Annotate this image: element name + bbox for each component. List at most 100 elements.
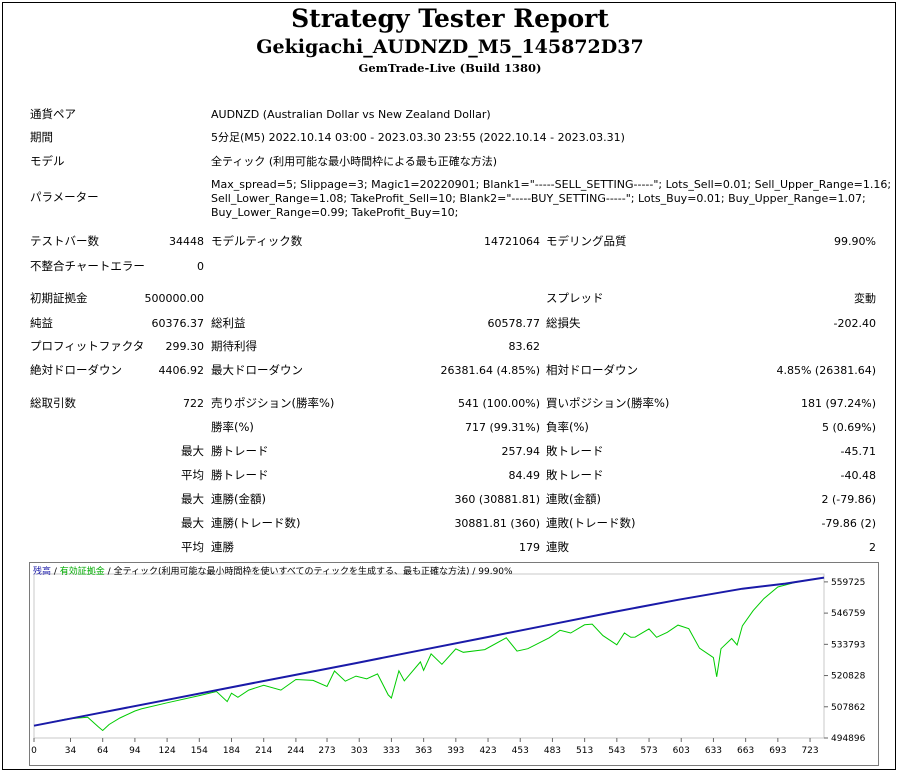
mismatch-value: 0 [197,260,204,273]
loss-value: 5 (0.69%) [821,421,876,434]
avg-win-value: 84.49 [508,469,541,482]
x-tick-label: 363 [415,746,432,756]
y-tick-label: 546759 [831,609,866,619]
x-tick-label: 693 [769,746,786,756]
x-tick-label: 663 [737,746,754,756]
short-label: 売りポジション(勝率%) [211,396,335,410]
balance-line [33,576,825,727]
report-title: Strategy Tester Report [291,4,609,33]
win-value: 717 (99.31%) [464,421,540,434]
params-label: パラメーター [30,190,99,204]
x-tick-label: 453 [512,746,529,756]
max-consec-wins-label: 連勝(金額) [211,492,266,506]
gross-loss-value: -202.40 [833,317,876,330]
expected-label: 期待利得 [211,339,257,353]
x-tick-label: 393 [447,746,464,756]
largest-loss-label: 敗トレード [546,444,604,458]
largest-loss-value: -45.71 [840,445,876,458]
x-tick-label: 573 [640,746,657,756]
expected-value: 83.62 [508,340,541,353]
x-tick-label: 244 [287,746,304,756]
avg-consec-wins-label: 連勝 [211,540,234,554]
period-label: 期間 [30,130,53,144]
deposit-value: 500000.00 [144,292,205,305]
spread-value: 変動 [854,292,876,305]
chart-grid [33,573,825,739]
y-tick-label: 559725 [831,578,865,588]
model-label: モデル [30,154,65,168]
pair-value: AUDNZD (Australian Dollar vs New Zealand… [211,108,491,121]
max-consec-loss-label: 連敗(トレード数) [546,516,636,530]
pf-label: プロフィットファクタ [30,339,145,353]
server-name: GemTrade-Live (Build 1380) [358,61,542,75]
avg-word-2: 平均 [181,540,204,554]
x-tick-label: 64 [97,746,109,756]
x-tick-label: 303 [351,746,368,756]
abs-dd-value: 4406.92 [158,364,205,377]
avg-win-label: 勝トレード [211,468,269,482]
legend-balance: 残高 [33,567,52,577]
max-consec-wins-value: 360 (30881.81) [454,493,540,506]
legend-equity: 有効証拠金 [59,567,105,577]
y-tick-label: 520828 [831,672,866,682]
avg-consec-losses-label: 連敗 [546,540,569,554]
loss-label: 負率(%) [546,420,589,434]
x-tick-label: 513 [576,746,593,756]
rel-dd-label: 相対ドローダウン [546,363,638,377]
x-tick-label: 543 [608,746,625,756]
abs-dd-label: 絶対ドローダウン [30,363,122,377]
x-tick-label: 124 [159,746,176,756]
y-tick-label: 494896 [831,734,866,744]
y-tick-label: 533793 [831,640,865,650]
short-value: 541 (100.00%) [457,397,540,410]
x-tick-label: 333 [383,746,400,756]
balance-chart: 0 34 64 94 124 154 184 214 244 273 303 333 363 393 423… [29,562,879,766]
max-dd-value: 26381.64 (4.85%) [440,364,540,377]
avg-consec-wins-value: 179 [519,541,540,554]
max-word-1: 最大 [181,444,204,458]
model-value: 全ティック (利用可能な最小時間枠による最も正確な方法) [211,155,498,168]
max-word-3: 最大 [181,516,204,530]
x-tick-label: 483 [544,746,561,756]
quality-value: 99.90% [834,235,876,248]
x-tick-label: 94 [129,746,141,756]
chart-svg: 0 34 64 94 124 154 184 214 244 273 303 333 363 393 423… [29,562,879,766]
legend-sep-1: / [51,567,60,577]
legend-description: 全ティック(利用可能な最小時間枠を使いすべてのティックを生成する、最も正確な方法… [113,567,513,577]
y-tick-label: 507862 [831,703,865,713]
x-tick-label: 723 [801,746,818,756]
max-consec-profit-value: 30881.81 (360) [454,517,540,530]
x-tick-label: 34 [65,746,77,756]
ticks-value: 14721064 [484,235,540,248]
ticks-label: モデルティック数 [211,234,303,248]
chart-ticks: 0 34 64 94 124 154 184 214 244 273 303 333 363 393 423… [31,578,865,756]
trades-value: 722 [183,397,204,410]
long-label: 買いポジション(勝率%) [546,396,670,410]
trades-label: 総取引数 [30,396,76,410]
x-tick-label: 633 [705,746,722,756]
gross-profit-value: 60578.77 [487,317,541,330]
largest-win-value: 257.94 [501,445,541,458]
long-value: 181 (97.24%) [800,397,876,410]
bars-value: 34448 [169,235,204,248]
gross-loss-label: 総損失 [546,316,581,330]
largest-win-label: 勝トレード [211,444,269,458]
net-value: 60376.37 [151,317,205,330]
x-tick-label: 603 [673,746,690,756]
legend-sep-2: / [104,567,114,577]
avg-loss-label: 敗トレード [546,468,604,482]
max-word-2: 最大 [181,492,204,506]
x-tick-label: 154 [191,746,208,756]
params-line-2: Sell_Lower_Range=1.08; TakeProfit_Sell=1… [211,192,866,205]
pair-label: 通貨ペア [30,107,76,121]
max-consec-losses-label: 連敗(金額) [546,492,601,506]
chart-border [29,562,879,766]
x-tick-label: 273 [318,746,335,756]
net-label: 純益 [30,316,53,330]
plot-area [33,573,825,739]
x-tick-label: 0 [31,746,37,756]
max-consec-losses-value: 2 (-79.86) [821,493,876,506]
x-tick-label: 423 [479,746,496,756]
strategy-name: Gekigachi_AUDNZD_M5_145872D37 [256,36,644,58]
